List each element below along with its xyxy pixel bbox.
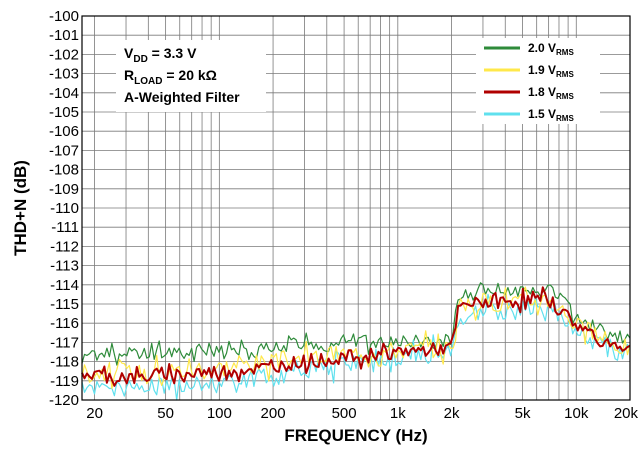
x-tick-label: 100 (207, 405, 232, 422)
y-tick-label: -103 (49, 66, 79, 83)
y-tick-labels: -100 -101 -102 -103 -104 -105 -106 -107 -108 -109… (49, 8, 79, 409)
y-tick-label: -100 (49, 8, 79, 25)
y-tick-label: -102 (49, 46, 79, 63)
rload-subscript: LOAD (134, 76, 162, 87)
series-line (81, 282, 631, 366)
y-tick-label: -107 (49, 142, 79, 159)
x-tick-label: 50 (157, 405, 174, 422)
x-tick-label: 200 (261, 405, 286, 422)
y-tick-label: -104 (49, 85, 79, 102)
y-tick-label: -114 (50, 277, 79, 294)
rload-annotation: RLOAD = 20 kΩ (124, 67, 217, 87)
y-tick-label: -119 (50, 373, 79, 390)
legend: 2.0 VRMS 1.9 VRMS 1.8 VRMS 1.5 VRMS (476, 38, 600, 124)
vdd-annotation: VDD = 3.3 V (124, 45, 197, 65)
y-tick-label: -112 (50, 238, 79, 255)
series-layer (81, 282, 631, 401)
plot-frame (81, 15, 631, 401)
y-tick-label: -110 (50, 200, 79, 217)
series-line (81, 286, 631, 387)
conditions-annotation: VDD = 3.3 V RLOAD = 20 kΩ A-Weighted Fil… (116, 40, 266, 112)
x-tick-label: 10k (564, 405, 589, 422)
x-tick-label: 500 (332, 405, 357, 422)
y-tick-label: -109 (49, 181, 79, 198)
x-tick-label: 2k (444, 405, 460, 422)
vdd-symbol: V (124, 45, 134, 61)
legend-label: 1.9 VRMS (528, 63, 574, 79)
y-tick-label: -105 (49, 104, 79, 121)
y-tick-label: -106 (49, 123, 79, 140)
y-tick-label: -116 (50, 315, 79, 332)
y-tick-label: -118 (50, 354, 79, 371)
series-line (81, 286, 631, 390)
legend-label: 1.8 VRMS (528, 85, 574, 101)
legend-background (476, 38, 600, 124)
y-tick-label: -113 (50, 258, 79, 275)
rload-value: = 20 kΩ (162, 67, 216, 83)
x-tick-label: 20k (614, 405, 639, 422)
filter-annotation: A-Weighted Filter (124, 89, 240, 105)
y-tick-label: -108 (49, 162, 79, 179)
x-tick-label: 1k (390, 405, 406, 422)
vdd-value: = 3.3 V (148, 45, 197, 61)
conditions-background (116, 40, 266, 112)
y-tick-label: -101 (49, 27, 79, 44)
x-tick-labels: 20 50 100 200 500 1k 2k 5k 10k 20k (86, 405, 638, 422)
x-axis-title: FREQUENCY (Hz) (284, 426, 427, 445)
y-tick-label: -111 (51, 219, 79, 236)
legend-label: 1.5 VRMS (528, 107, 574, 123)
y-tick-label: -115 (50, 296, 79, 313)
y-axis-title: THD+N (dB) (11, 160, 30, 256)
series-line (81, 293, 631, 401)
legend-label: 2.0 VRMS (528, 41, 574, 57)
y-tick-label: -120 (49, 392, 79, 409)
x-tick-label: 20 (86, 405, 103, 422)
y-tick-label: -117 (50, 334, 79, 351)
rload-symbol: R (124, 67, 134, 83)
vdd-subscript: DD (133, 54, 147, 65)
x-tick-label: 5k (515, 405, 531, 422)
